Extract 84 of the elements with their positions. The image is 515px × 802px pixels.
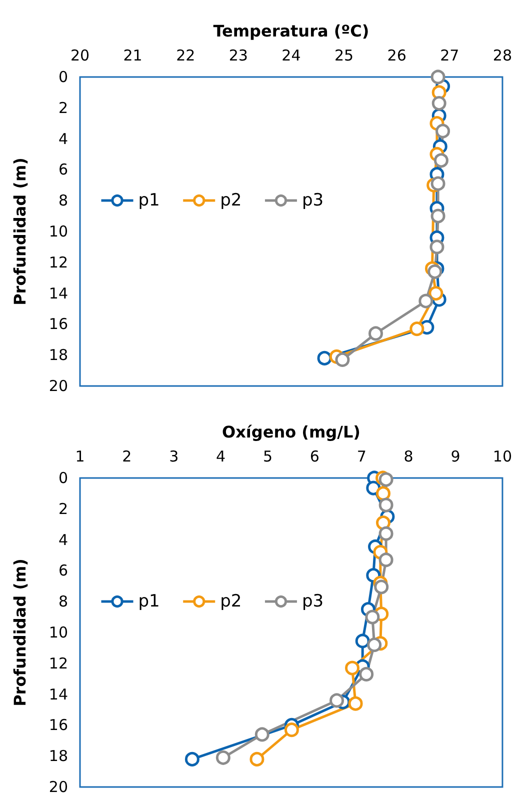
point [335, 352, 350, 367]
y-tick-label: 0 [58, 68, 68, 86]
y-tick-label: 4 [58, 530, 68, 549]
point [378, 498, 394, 512]
x-tick-label: 10 [492, 448, 512, 466]
x-tick-label: 20 [70, 46, 90, 64]
y-tick-label: 12 [48, 253, 68, 272]
point [430, 208, 446, 224]
y-tick-label: 10 [48, 222, 68, 240]
y-tick-label: 16 [48, 315, 68, 334]
y-axis-title: Profundidad (m) [10, 158, 30, 306]
x-tick-label: 26 [387, 46, 406, 64]
x-tick-label: 21 [123, 46, 142, 64]
legend-label: p3 [302, 190, 324, 210]
x-tick-label: 9 [450, 448, 460, 466]
y-tick-label: 14 [48, 284, 68, 302]
legend-label: p2 [220, 190, 242, 210]
point [359, 666, 374, 682]
point [345, 660, 360, 676]
x-tick-label: 25 [334, 46, 354, 64]
x-axis-title: Oxígeno (mg/L) [222, 422, 360, 442]
point [434, 153, 448, 168]
point [428, 286, 444, 301]
x-tick-label: 27 [440, 46, 460, 64]
legend-label: p1 [138, 190, 160, 210]
x-tick-label: 2 [122, 448, 132, 466]
y-tick-label: 12 [48, 654, 68, 672]
point [317, 350, 332, 366]
x-tick-label: 5 [262, 448, 273, 466]
point [250, 752, 264, 766]
point [348, 696, 363, 711]
y-tick-label: 14 [48, 685, 68, 704]
point [436, 124, 450, 138]
y-tick-label: 20 [48, 377, 68, 395]
point [368, 326, 383, 341]
point [254, 727, 270, 742]
y-tick-label: 2 [58, 98, 68, 117]
point [378, 472, 394, 487]
point [216, 750, 230, 765]
legend-label: p2 [220, 592, 242, 612]
point [430, 176, 446, 191]
y-tick-label: 10 [48, 624, 68, 642]
y-tick-label: 16 [48, 716, 68, 734]
x-tick-label: 3 [169, 448, 179, 466]
x-tick-label: 22 [176, 46, 196, 64]
point [284, 722, 299, 738]
y-tick-label: 6 [58, 160, 68, 179]
y-axis-title: Profundidad (m) [10, 558, 30, 706]
point [330, 693, 344, 708]
x-tick-label: 7 [356, 448, 366, 466]
point [355, 634, 370, 648]
y-tick-label: 18 [48, 747, 68, 766]
y-tick-label: 20 [48, 778, 68, 796]
x-axis-title: Temperatura (ºC) [213, 22, 370, 40]
y-tick-label: 6 [58, 562, 68, 580]
x-tick-label: 6 [310, 448, 320, 466]
legend-label: p3 [302, 592, 324, 612]
point [376, 486, 390, 501]
point [430, 70, 446, 84]
x-tick-label: 28 [492, 46, 512, 64]
point [378, 526, 394, 541]
y-tick-label: 2 [58, 500, 68, 518]
point [376, 516, 390, 530]
point [418, 294, 434, 308]
point [367, 638, 382, 652]
point [184, 752, 200, 766]
x-tick-label: 4 [216, 448, 226, 466]
x-tick-label: 1 [75, 448, 85, 466]
y-tick-label: 18 [48, 346, 68, 364]
legend-label: p1 [138, 592, 160, 612]
x-tick-label: 8 [404, 448, 414, 466]
point [378, 552, 394, 568]
point [428, 264, 442, 279]
point [374, 580, 389, 594]
x-tick-label: 24 [282, 46, 301, 64]
point [410, 322, 424, 336]
y-tick-label: 8 [58, 192, 68, 210]
y-tick-label: 0 [58, 469, 68, 487]
y-tick-label: 4 [58, 130, 68, 148]
point [432, 96, 446, 111]
x-tick-label: 23 [228, 46, 248, 64]
y-tick-label: 8 [58, 592, 68, 611]
point [430, 240, 444, 254]
point [365, 610, 380, 624]
